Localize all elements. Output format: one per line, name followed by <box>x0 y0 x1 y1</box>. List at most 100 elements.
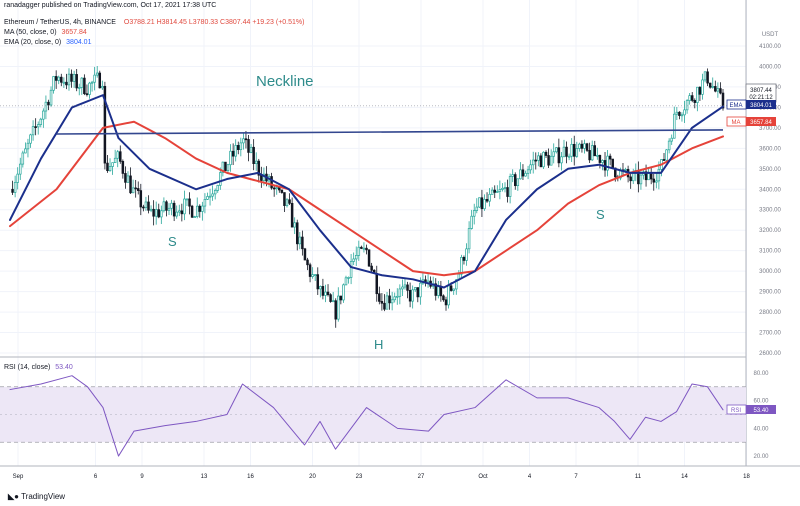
rsi-tick-label: 20.00 <box>753 454 769 460</box>
price-tag-value: 3807.44 <box>750 88 772 94</box>
candle-body <box>572 143 576 157</box>
candle-body <box>129 175 132 194</box>
candle-body <box>319 286 322 290</box>
candle-body <box>652 178 656 183</box>
price-tick-label: 3600.00 <box>759 146 781 152</box>
candle-body <box>490 189 494 195</box>
rsi-tick-label: 80.00 <box>753 371 769 377</box>
candle-body <box>478 197 481 208</box>
tv-logo-icon: ◣● <box>8 492 19 501</box>
rsi-tick-label: 60.00 <box>753 399 769 405</box>
candle-body <box>544 151 548 156</box>
time-tick-label: 20 <box>309 474 316 480</box>
candle-body <box>203 199 207 207</box>
rsi-value-tag <box>746 405 776 414</box>
candle-body <box>496 191 499 193</box>
candle-body <box>462 257 466 261</box>
candle-body <box>624 169 627 171</box>
candle-body <box>285 199 289 206</box>
candle-body <box>467 228 471 250</box>
candle-body <box>711 86 714 88</box>
candle-body <box>270 176 273 189</box>
candle-body <box>296 222 299 245</box>
candle-body <box>316 274 320 290</box>
price-tick-label: 2800.00 <box>759 310 781 316</box>
price-tick-label: 2600.00 <box>759 351 781 357</box>
candle-body <box>519 169 522 180</box>
candle-body <box>665 149 668 161</box>
candle-body <box>555 147 558 153</box>
price-tick-label: 2900.00 <box>759 290 781 296</box>
candle-body <box>388 295 391 304</box>
candle-body <box>231 150 235 157</box>
candle-body <box>278 187 281 191</box>
candle-body <box>185 198 189 201</box>
neckline-line <box>56 129 724 135</box>
candle-body <box>526 169 530 174</box>
candle-body <box>688 95 691 101</box>
candle-body <box>226 164 230 171</box>
ma-value-tag <box>746 117 776 126</box>
ma-tag-label: MA <box>732 120 741 126</box>
candle-body <box>178 210 181 213</box>
candle-body <box>685 100 689 111</box>
candle-body <box>24 148 27 154</box>
candle-body <box>19 163 22 175</box>
candle-body <box>313 274 317 276</box>
candle-body <box>524 172 527 177</box>
candle-body <box>593 145 597 157</box>
candle-body <box>580 143 584 149</box>
candle-body <box>339 295 343 301</box>
candle-body <box>326 291 330 296</box>
price-tick-label: 3100.00 <box>759 249 781 255</box>
candle-body <box>254 160 258 165</box>
symbol-line: Ethereum / TetherUS, 4h, BINANCE O3788.2… <box>4 19 304 26</box>
time-tick-label: 18 <box>743 474 750 480</box>
candle-body <box>44 101 48 112</box>
head-label: H <box>374 337 383 352</box>
candle-body <box>588 150 591 161</box>
candle-body <box>434 283 437 296</box>
candle-body <box>195 205 199 217</box>
price-tick-label: 3200.00 <box>759 228 781 234</box>
ema-value: 3804.01 <box>750 103 772 109</box>
candle-body <box>447 285 450 306</box>
candle-body <box>219 172 222 186</box>
candle-body <box>347 277 350 279</box>
candle-body <box>275 187 278 189</box>
candle-body <box>406 284 409 291</box>
candle-body <box>162 201 166 212</box>
candle-body <box>124 173 127 183</box>
candle-body <box>590 145 594 161</box>
candle-body <box>575 148 579 157</box>
candle-body <box>134 187 137 190</box>
candle-body <box>585 143 589 151</box>
candle-body <box>183 198 186 215</box>
candle-body <box>483 199 486 210</box>
candle-body <box>288 199 291 204</box>
candle-body <box>90 81 94 84</box>
candle-body <box>301 236 304 250</box>
candle-body <box>647 173 650 181</box>
candle-body <box>239 142 243 151</box>
candle-body <box>608 155 612 160</box>
candle-body <box>106 162 109 172</box>
candle-body <box>160 210 163 218</box>
candle-body <box>211 193 214 197</box>
candle-body <box>506 187 509 197</box>
candle-body <box>639 174 643 185</box>
tv-logo-text: TradingView <box>21 492 66 501</box>
candle-body <box>644 171 648 181</box>
candle-body <box>596 154 599 157</box>
candle-body <box>375 273 379 295</box>
candle-body <box>131 187 135 194</box>
ma-value: 3657.84 <box>750 120 772 126</box>
candle-body <box>365 247 368 251</box>
candle-body <box>139 190 143 208</box>
candle-body <box>673 113 676 139</box>
candle-body <box>65 81 68 86</box>
tradingview-logo[interactable]: ◣● TradingView <box>8 492 65 501</box>
candle-body <box>362 247 366 250</box>
candle-body <box>208 195 212 198</box>
